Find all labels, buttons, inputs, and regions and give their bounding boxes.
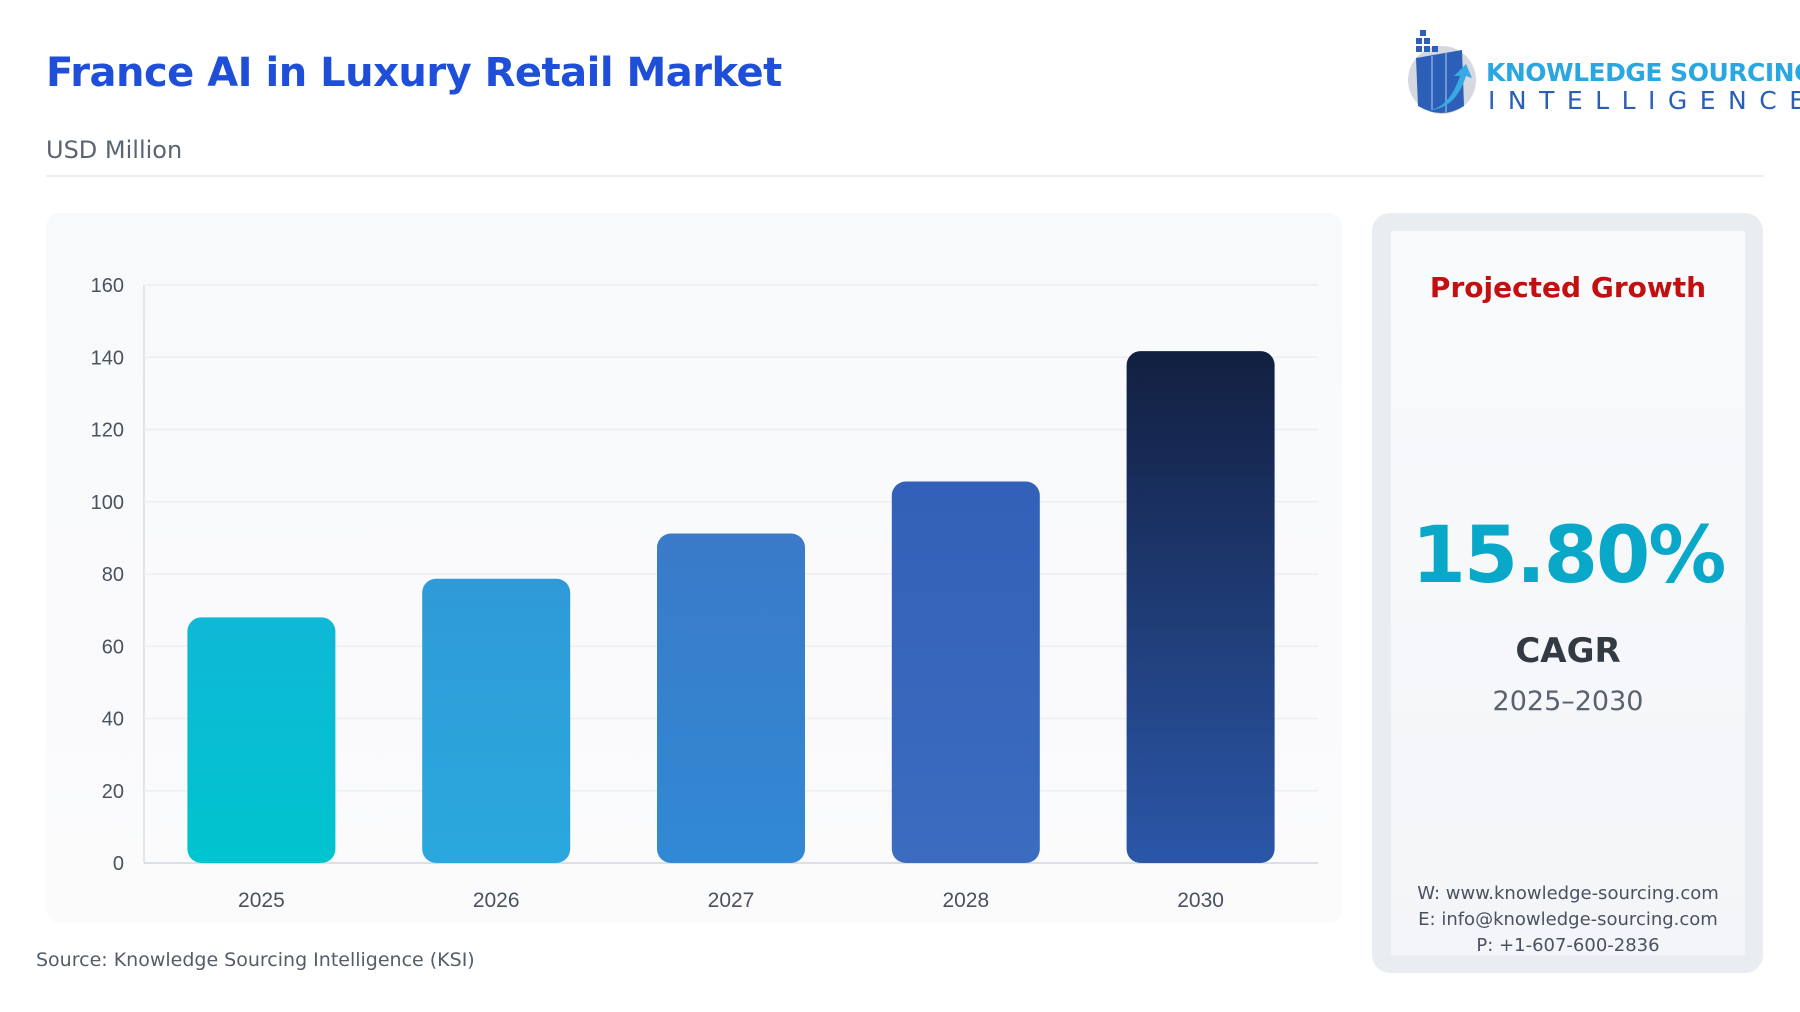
y-tick-label: 40 <box>102 709 124 731</box>
x-tick-label: 2027 <box>708 889 755 912</box>
x-tick-label: 2028 <box>942 889 989 912</box>
x-tick-label: 2025 <box>238 889 285 912</box>
chart-card: 0 20 40 60 80 100 120 140 160 2025 2026 2027 2028 203… <box>46 213 1342 923</box>
x-tick-label: 2026 <box>473 889 520 912</box>
contact-email[interactable]: E: info@knowledge-sourcing.com <box>1418 909 1718 930</box>
bar-chart: 0 20 40 60 80 100 120 140 160 2025 2026 2027 2028 203… <box>91 275 1318 912</box>
bar-2030 <box>1126 351 1275 863</box>
logo-globe-icon <box>1408 30 1476 114</box>
contact-website[interactable]: W: www.knowledge-sourcing.com <box>1417 883 1719 904</box>
contact-phone: P: +1-607-600-2836 <box>1476 935 1660 956</box>
y-tick-label: 20 <box>102 781 124 803</box>
bar-2025 <box>187 617 336 863</box>
logo-text-line1: KNOWLEDGE SOURCING <box>1486 58 1800 87</box>
ksi-logo: KNOWLEDGE SOURCING INTELLIGENCE <box>1402 28 1800 118</box>
y-tick-label: 140 <box>91 347 124 369</box>
cagr-value: 15.80% <box>1411 511 1727 601</box>
x-tick-label: 2030 <box>1177 889 1224 912</box>
growth-panel: Projected Growth 15.80% CAGR 2025–2030 W… <box>1372 213 1763 973</box>
bar-2028 <box>891 481 1040 863</box>
bar-2027 <box>657 533 805 863</box>
source-note: Source: Knowledge Sourcing Intelligence … <box>36 949 475 971</box>
y-tick-label: 160 <box>91 275 124 297</box>
projected-growth-title: Projected Growth <box>1429 271 1707 304</box>
logo-text-line2: INTELLIGENCE <box>1488 86 1800 115</box>
page-title: France AI in Luxury Retail Market <box>46 50 782 96</box>
y-tick-label: 100 <box>91 492 124 514</box>
bar-2026 <box>422 578 571 863</box>
y-tick-label: 60 <box>102 636 124 658</box>
y-tick-label: 0 <box>113 853 124 875</box>
cagr-label: CAGR <box>1515 631 1621 671</box>
unit-subtitle: USD Million <box>46 136 183 164</box>
y-tick-label: 120 <box>91 420 124 442</box>
y-tick-label: 80 <box>102 564 124 586</box>
divider <box>46 175 1764 177</box>
cagr-period: 2025–2030 <box>1492 686 1644 717</box>
